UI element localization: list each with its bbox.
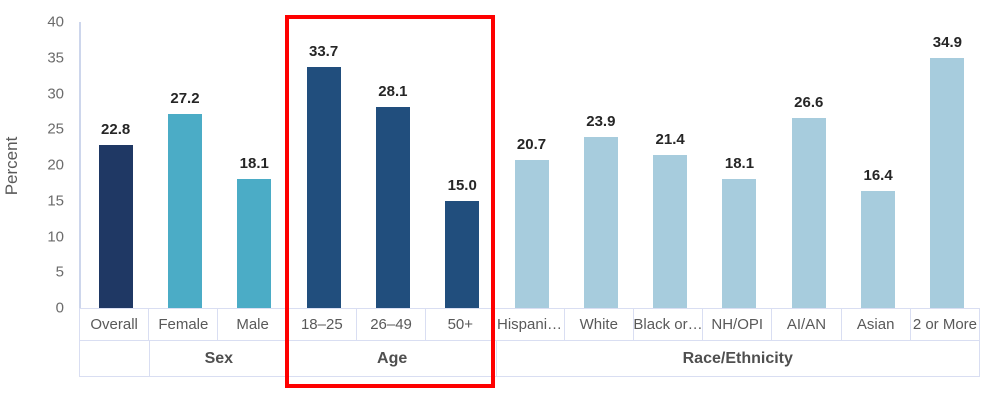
bar-value-label: 23.9 [586, 113, 616, 131]
y-axis-ticks: 0 5 10 15 20 25 30 35 40 [0, 14, 64, 317]
bar [237, 178, 272, 308]
category-label: Female [148, 308, 219, 341]
bar [375, 107, 410, 308]
bar-value-label: 16.4 [863, 166, 893, 184]
bar [514, 160, 549, 308]
bar-value-label: 15.0 [447, 176, 477, 194]
category-label: White [563, 308, 634, 341]
category-label: Black or… [632, 308, 704, 341]
bar-value-label: 22.8 [101, 120, 131, 138]
bar-value-label: 28.1 [378, 83, 408, 101]
bar-column: 27.2 [150, 22, 219, 308]
bar [583, 137, 618, 308]
bar [791, 117, 826, 308]
y-tick-label: 35 [47, 49, 64, 67]
bar [722, 178, 757, 308]
bar-column: 16.4 [843, 22, 912, 308]
y-tick-label: 10 [47, 228, 64, 245]
y-tick-label: 25 [47, 120, 64, 138]
category-label: Overall [79, 308, 150, 341]
y-tick-label: 5 [55, 263, 64, 281]
y-tick-label: 30 [47, 85, 64, 102]
bar [98, 144, 133, 308]
category-label: 26–49 [355, 308, 427, 341]
bar [861, 190, 896, 308]
category-label: AI/AN [771, 308, 842, 341]
bar-value-label: 20.7 [516, 136, 547, 153]
bar [653, 155, 688, 308]
group-label: Sex [148, 340, 289, 377]
bar [167, 113, 202, 308]
bar-column: 15.0 [428, 22, 497, 308]
bar-column: 33.7 [289, 22, 358, 308]
category-label: 18–25 [286, 308, 357, 341]
bar-column: 23.9 [566, 22, 635, 308]
bar-value-label: 34.9 [932, 34, 962, 52]
category-label: 2 or More [909, 308, 981, 341]
bar-value-label: 21.4 [655, 131, 685, 148]
bar-value-label: 18.1 [724, 154, 755, 172]
bar-column: 28.1 [358, 22, 427, 308]
bar-column: 21.4 [636, 22, 705, 308]
group-label [79, 340, 150, 377]
bar-value-label: 26.6 [794, 93, 824, 111]
bar [306, 67, 341, 308]
plot-area: 22.8 27.2 18.1 33.7 28.1 15.0 20.7 23.9 21.4 18.1… [79, 22, 982, 308]
bar-value-label: 33.7 [308, 43, 339, 61]
y-tick-label: 20 [47, 156, 64, 174]
category-label: Asian [840, 308, 911, 341]
bar-column: 18.1 [220, 22, 289, 308]
bar-column: 34.9 [913, 22, 982, 308]
category-label: 50+ [425, 308, 496, 341]
bar-column: 18.1 [705, 22, 774, 308]
category-axis: Overall Female Male 18–25 26–49 50+ Hispani… Wh… [79, 308, 981, 341]
group-axis: Sex Age Race/Ethnicity [79, 340, 980, 377]
y-tick-label: 15 [47, 192, 64, 210]
group-label: Race/Ethnicity [495, 340, 980, 377]
bar-column: 20.7 [497, 22, 566, 308]
bar-value-label: 27.2 [170, 89, 200, 107]
bar [930, 58, 965, 308]
y-tick-label: 40 [47, 13, 64, 31]
bar-value-label: 18.1 [239, 154, 269, 172]
bar-column: 22.8 [81, 22, 150, 308]
category-label: Male [217, 308, 288, 341]
bar [445, 200, 480, 308]
group-label: Age [287, 340, 497, 377]
category-label: NH/OPI [702, 308, 773, 341]
y-tick-label: 0 [55, 299, 64, 317]
category-label: Hispani… [494, 308, 565, 341]
bar-column: 26.6 [774, 22, 843, 308]
